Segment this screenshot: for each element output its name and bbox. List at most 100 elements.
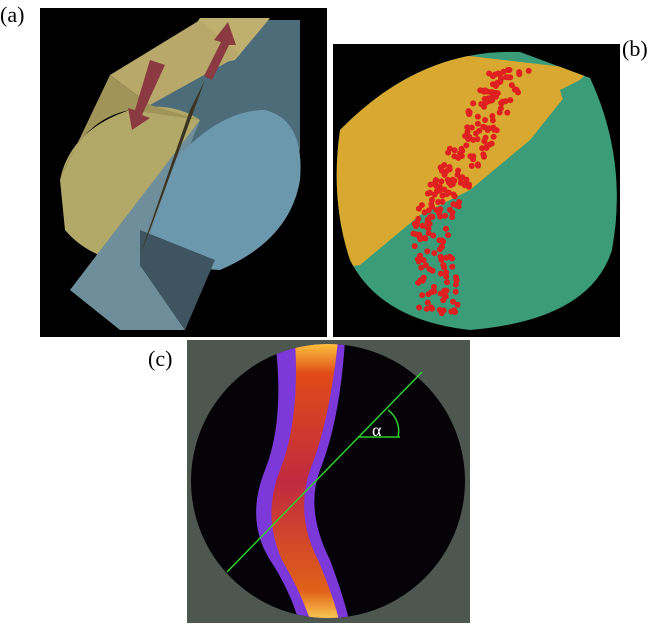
red-grain xyxy=(451,153,457,159)
red-grain xyxy=(442,213,448,219)
red-grain xyxy=(451,178,457,184)
red-grain xyxy=(439,237,445,243)
red-grain xyxy=(481,154,487,160)
red-grain xyxy=(426,207,432,213)
red-grain xyxy=(475,161,481,167)
red-grain xyxy=(455,168,461,174)
red-grain xyxy=(516,71,522,77)
red-grain xyxy=(475,114,481,120)
red-grain xyxy=(483,135,489,141)
red-grain xyxy=(456,199,462,205)
red-grain xyxy=(465,109,471,115)
red-grain xyxy=(412,243,418,249)
red-grain xyxy=(464,124,470,130)
red-grain xyxy=(436,210,442,216)
red-grain xyxy=(507,97,513,103)
red-grain xyxy=(449,264,455,270)
red-grain xyxy=(445,150,451,156)
red-grain xyxy=(475,136,481,142)
red-grain xyxy=(450,299,456,305)
red-grain xyxy=(419,223,425,229)
red-grain xyxy=(424,248,430,254)
red-grain xyxy=(453,289,459,295)
red-grain xyxy=(497,110,503,116)
red-grain xyxy=(526,68,532,74)
red-grain xyxy=(447,207,453,213)
red-grain xyxy=(440,262,446,268)
red-grain xyxy=(473,130,479,136)
red-grain xyxy=(490,81,496,87)
red-grain xyxy=(486,71,492,77)
red-grain xyxy=(438,271,444,277)
red-grain xyxy=(441,307,447,313)
red-grain xyxy=(419,292,425,298)
red-grain xyxy=(490,117,496,123)
red-grain xyxy=(427,190,433,196)
red-grain xyxy=(453,274,459,280)
red-grain xyxy=(426,225,432,231)
red-grain xyxy=(418,277,424,283)
red-grain xyxy=(416,305,422,311)
red-grain xyxy=(419,202,425,208)
red-grain xyxy=(465,136,471,142)
panel-c: α (c) xyxy=(148,340,470,625)
red-grain xyxy=(445,177,451,183)
red-grain xyxy=(505,67,511,73)
red-grain xyxy=(483,145,489,151)
red-grain xyxy=(506,74,512,80)
red-grain xyxy=(421,257,427,263)
red-grain xyxy=(428,182,434,188)
red-grain xyxy=(443,294,449,300)
red-grain xyxy=(462,182,468,188)
red-grain xyxy=(482,117,488,123)
red-grain xyxy=(440,199,446,205)
red-grain xyxy=(422,236,428,242)
red-grain xyxy=(463,142,469,148)
red-grain xyxy=(509,82,515,88)
red-grain xyxy=(439,244,445,250)
red-grain xyxy=(431,284,437,290)
red-grain xyxy=(492,72,498,78)
red-grain xyxy=(442,172,448,178)
red-grain xyxy=(494,127,500,133)
red-grain xyxy=(429,289,435,295)
red-grain xyxy=(452,193,458,199)
panel-label: (b) xyxy=(622,36,648,61)
red-grain xyxy=(437,183,443,189)
red-grain xyxy=(482,87,488,93)
red-grain xyxy=(444,191,450,197)
red-grain xyxy=(429,197,435,203)
red-grain xyxy=(470,153,476,159)
panel-label: (a) xyxy=(0,2,24,27)
red-grain xyxy=(475,121,481,127)
red-grain xyxy=(491,134,497,140)
red-grain xyxy=(410,231,416,237)
figure: (a) (b) α (c) xyxy=(0,0,652,625)
panel-label: (c) xyxy=(148,346,172,371)
red-grain xyxy=(444,279,450,285)
red-grain xyxy=(431,250,437,256)
red-grain xyxy=(452,309,458,315)
red-grain xyxy=(495,90,501,96)
red-grain xyxy=(438,254,444,260)
red-grain xyxy=(447,164,453,170)
red-grain xyxy=(498,100,504,106)
red-grain xyxy=(470,100,476,106)
red-grain xyxy=(414,220,420,226)
red-grain xyxy=(459,174,465,180)
angle-label: α xyxy=(372,420,382,440)
red-grain xyxy=(445,232,451,238)
red-grain xyxy=(441,162,447,168)
red-grain xyxy=(504,110,510,116)
red-grain xyxy=(480,124,486,130)
red-grain xyxy=(428,304,434,310)
red-grain xyxy=(443,226,449,232)
panel-a: (a) xyxy=(0,2,327,337)
red-grain xyxy=(452,147,458,153)
red-grain xyxy=(433,177,439,183)
red-grain xyxy=(459,146,465,152)
red-grain xyxy=(469,163,475,169)
red-grain xyxy=(441,288,447,294)
red-grain xyxy=(447,254,453,260)
red-grain xyxy=(443,270,449,276)
